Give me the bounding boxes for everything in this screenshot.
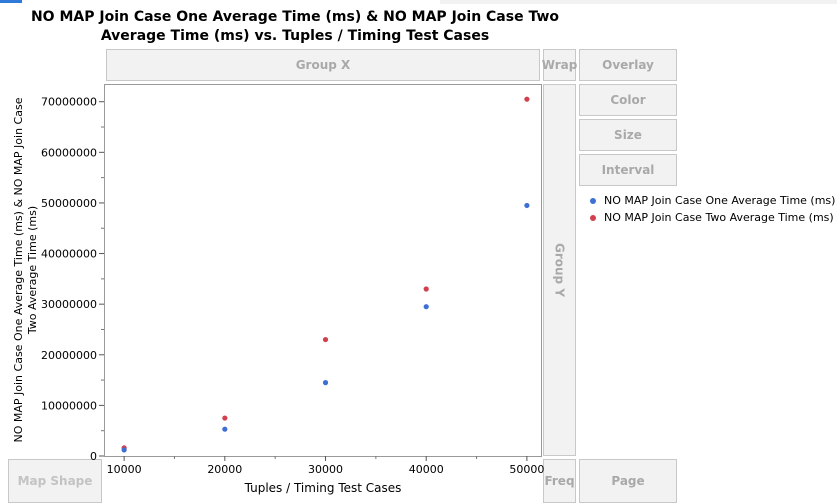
group-y-zone[interactable]: Group Y bbox=[543, 84, 576, 456]
size-zone[interactable]: Size bbox=[579, 119, 677, 151]
point-series-1-20000 bbox=[222, 426, 228, 432]
wrap-label: Wrap bbox=[541, 58, 578, 72]
freq-label: Freq bbox=[544, 474, 575, 488]
color-label: Color bbox=[610, 93, 646, 107]
y-axis-label: NO MAP Join Case One Average Time (ms) &… bbox=[12, 97, 39, 443]
y-tick-label: 40000000 bbox=[41, 248, 97, 261]
chart-title: NO MAP Join Case One Average Time (ms) &… bbox=[30, 9, 560, 44]
wrap-zone[interactable]: Wrap bbox=[541, 49, 578, 81]
group-x-label: Group X bbox=[295, 58, 351, 72]
x-tick-label: 40000 bbox=[409, 463, 444, 476]
x-tick-label: 50000 bbox=[509, 463, 544, 476]
y-tick-label: 20000000 bbox=[41, 349, 97, 362]
y-axis: 0 10000000 20000000 30000000 40000000 5000000… bbox=[41, 96, 104, 463]
x-axis-label: Tuples / Timing Test Cases bbox=[244, 481, 402, 495]
legend-item-series-2[interactable]: NO MAP Join Case Two Average Time (ms) bbox=[590, 209, 835, 226]
legend-marker-series-2 bbox=[590, 214, 596, 221]
group-y-label: Group Y bbox=[552, 242, 567, 297]
y-tick-label: 50000000 bbox=[41, 197, 97, 210]
point-series-1-40000 bbox=[423, 304, 429, 310]
point-series-2-20000 bbox=[222, 415, 228, 421]
y-tick-label: 10000000 bbox=[41, 399, 97, 412]
point-series-2-50000 bbox=[524, 96, 530, 102]
plot-area[interactable] bbox=[104, 84, 542, 457]
y-tick-label: 0 bbox=[90, 450, 97, 463]
interval-label: Interval bbox=[601, 163, 655, 177]
map-shape-zone[interactable]: Map Shape bbox=[8, 459, 102, 503]
y-tick-label: 60000000 bbox=[41, 146, 97, 159]
legend-label-series-2: NO MAP Join Case Two Average Time (ms) bbox=[604, 211, 834, 224]
data-points bbox=[121, 96, 530, 453]
y-tick-label: 30000000 bbox=[41, 298, 97, 311]
legend: NO MAP Join Case One Average Time (ms) N… bbox=[590, 192, 835, 226]
x-axis: 10000 20000 30000 40000 50000 bbox=[107, 456, 544, 476]
tab-accent bbox=[0, 0, 22, 3]
top-strip bbox=[440, 0, 837, 4]
legend-label-series-1: NO MAP Join Case One Average Time (ms) bbox=[604, 194, 836, 207]
point-series-1-10000 bbox=[121, 447, 127, 453]
page-label: Page bbox=[611, 474, 645, 488]
x-tick-label: 20000 bbox=[207, 463, 242, 476]
point-series-2-30000 bbox=[322, 336, 329, 343]
point-series-1-30000 bbox=[322, 380, 329, 386]
interval-zone[interactable]: Interval bbox=[579, 154, 677, 186]
freq-zone[interactable]: Freq bbox=[543, 459, 576, 503]
map-shape-label: Map Shape bbox=[17, 474, 93, 488]
legend-item-series-1[interactable]: NO MAP Join Case One Average Time (ms) bbox=[590, 192, 835, 209]
y-tick-label: 70000000 bbox=[41, 96, 97, 109]
point-series-2-40000 bbox=[423, 286, 429, 292]
page-zone[interactable]: Page bbox=[579, 459, 677, 503]
size-label: Size bbox=[614, 128, 642, 142]
x-tick-label: 10000 bbox=[107, 463, 142, 476]
color-zone[interactable]: Color bbox=[579, 84, 677, 116]
overlay-zone[interactable]: Overlay bbox=[579, 49, 677, 81]
x-tick-label: 30000 bbox=[308, 463, 343, 476]
legend-marker-series-1 bbox=[590, 197, 596, 204]
overlay-label: Overlay bbox=[602, 58, 654, 72]
point-series-1-50000 bbox=[524, 202, 530, 209]
group-x-zone[interactable]: Group X bbox=[106, 49, 540, 81]
